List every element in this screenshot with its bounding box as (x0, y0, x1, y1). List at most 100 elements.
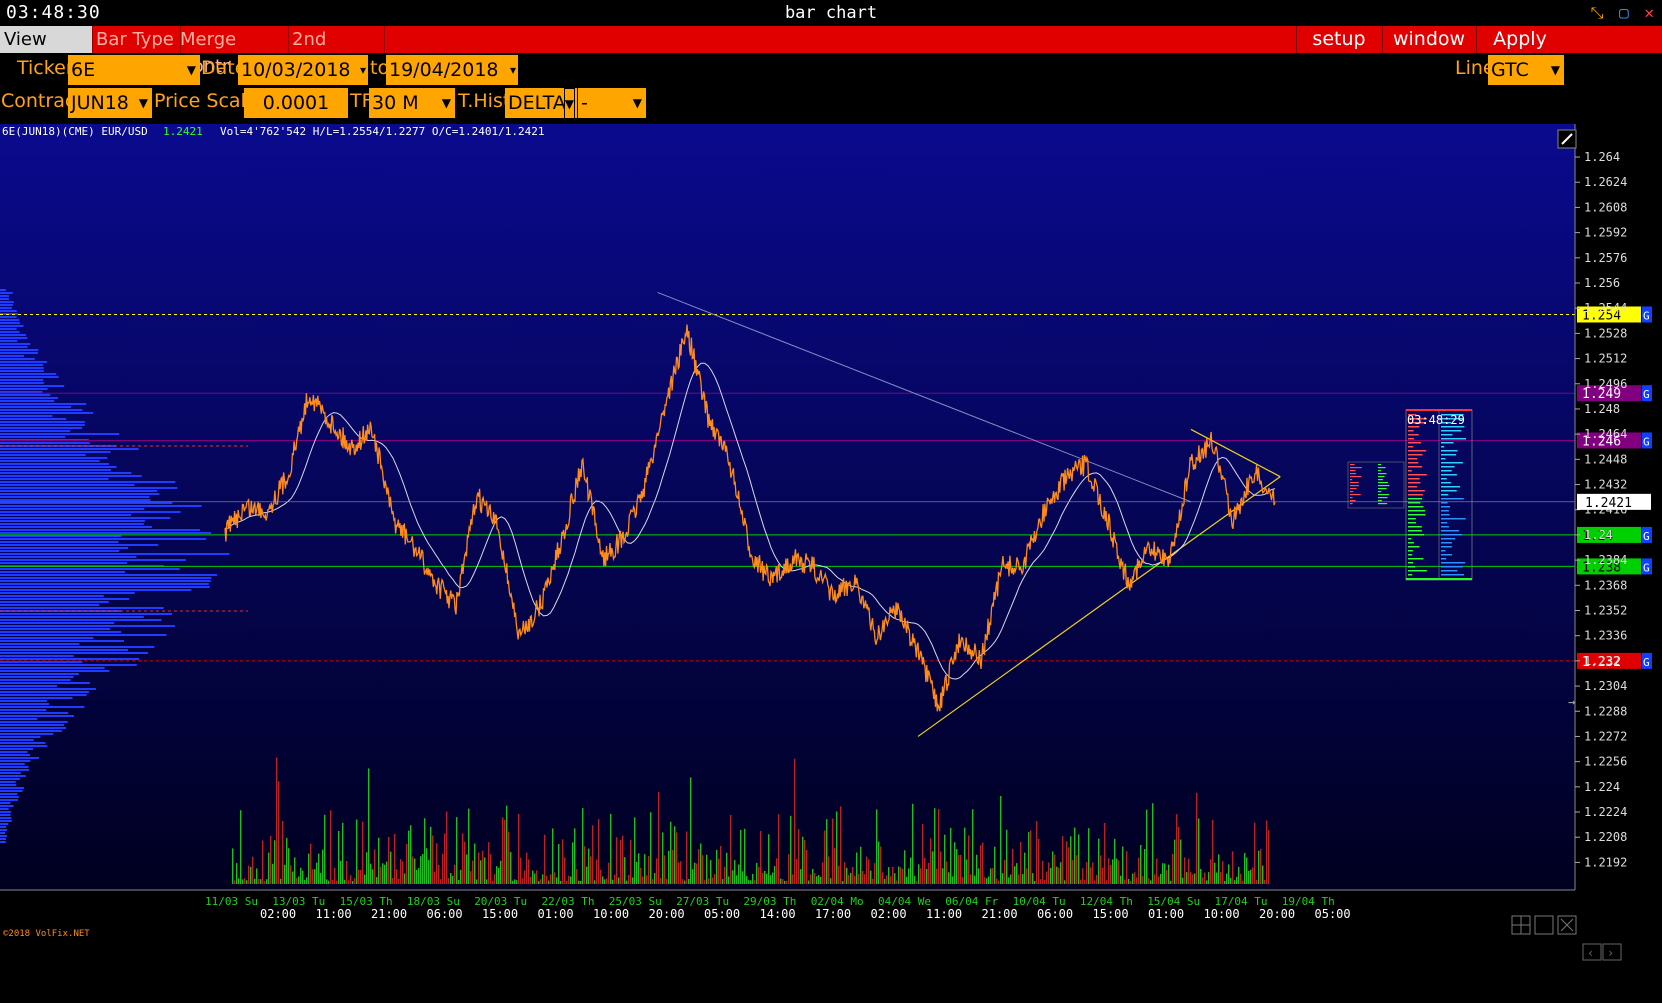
volume-bar (1190, 872, 1192, 884)
tab-merge-contr[interactable]: Merge Contr (176, 26, 289, 77)
y-tick-label: 1.2448 (1584, 452, 1627, 466)
dom-small-bar (1378, 470, 1381, 472)
volume-bar (982, 842, 984, 884)
dom-bar (1408, 466, 1423, 468)
volume-bar (928, 863, 930, 884)
volume-bar (1202, 877, 1204, 884)
profile-bar (0, 547, 129, 549)
volume-bar (1254, 822, 1256, 884)
volume-bar (284, 864, 286, 884)
volume-bar (820, 876, 822, 884)
layout-icons[interactable]: ‹ › → (1511, 695, 1622, 961)
y-tick-label: 1.2576 (1584, 251, 1627, 265)
profile-bar (0, 553, 230, 555)
volume-bar (462, 833, 464, 884)
clock: 03:48:30 (6, 2, 101, 23)
volume-bar (388, 837, 390, 884)
volume-bar (602, 876, 604, 884)
tab-view-dom[interactable]: View DOM (0, 26, 93, 77)
profile-bar (0, 388, 48, 390)
volume-bar (890, 876, 892, 884)
thist-dropdown[interactable]: DELTA ▼ (505, 88, 577, 118)
resize-icon[interactable]: ⤡ (1590, 3, 1604, 22)
volume-bar (936, 868, 938, 884)
price-scale-field[interactable]: 0.0001 (244, 88, 348, 118)
dom-bar (1441, 546, 1452, 548)
tf-dropdown[interactable]: 30 M ▼ (369, 88, 455, 118)
volume-bar (1222, 861, 1224, 884)
volume-bar (796, 859, 798, 884)
volume-bar (324, 814, 326, 884)
contract-dropdown[interactable]: JUN18 ▼ (68, 88, 152, 118)
volume-bar (736, 875, 738, 884)
profile-bar (0, 748, 33, 750)
volume-bar (784, 880, 786, 884)
dom-bar (1441, 426, 1465, 428)
profile-bar (0, 826, 7, 828)
line-dropdown[interactable]: GTC ▼ (1488, 55, 1564, 85)
volume-bar (752, 873, 754, 884)
y-tick-label: 1.264 (1584, 150, 1620, 164)
profile-bar (0, 298, 9, 300)
level-label: 1.232 (1582, 655, 1621, 670)
volume-bar (626, 880, 628, 884)
close-icon[interactable]: ✕ (1644, 3, 1654, 22)
dom-small-bar (1350, 497, 1353, 499)
volume-bar (1250, 869, 1252, 884)
volume-bar (818, 875, 820, 884)
date-to-field[interactable]: 19/04/2018 ▾ (386, 55, 518, 85)
dom-bar (1408, 446, 1414, 448)
volume-bar (770, 875, 772, 884)
volume-bar (768, 834, 770, 884)
volume-bars (232, 757, 1270, 884)
volume-bar (1032, 873, 1034, 884)
volume-bar (806, 850, 808, 884)
dom-bar (1441, 474, 1457, 476)
tab-2nd-chart[interactable]: 2nd Chart (288, 26, 385, 77)
volume-bar (1132, 873, 1134, 884)
volume-bar (386, 861, 388, 884)
extra-dropdown[interactable]: - ▼ (578, 88, 646, 118)
volume-bar (826, 819, 828, 884)
setup-button[interactable]: setup (1296, 26, 1381, 53)
volume-bar (260, 879, 262, 884)
volume-bar (1268, 830, 1270, 884)
dom-bar (1408, 454, 1423, 456)
x-date-label: 02/04 Mo (811, 895, 864, 908)
window-button[interactable]: window (1382, 26, 1475, 53)
copyright: ©2018 VolFix.NET (3, 929, 90, 939)
y-tick-label: 1.2336 (1584, 629, 1627, 643)
volume-bar (852, 867, 854, 884)
volume-bar (974, 875, 976, 884)
volume-bar (978, 868, 980, 884)
volume-bar (1106, 880, 1108, 884)
apply-button[interactable]: Apply (1476, 26, 1563, 53)
y-tick-label: 1.2288 (1584, 704, 1627, 718)
edit-pencil-icon[interactable] (1557, 129, 1577, 149)
x-date-label: 13/03 Tu (272, 895, 325, 908)
volume-bar (1034, 881, 1036, 884)
volume-bar (342, 822, 344, 884)
volume-bar (832, 818, 834, 884)
date-from-field[interactable]: 10/03/2018 ▾ (238, 55, 368, 85)
profile-bar (0, 490, 157, 492)
dom-bar (1408, 478, 1420, 480)
volume-bar (236, 863, 238, 884)
volume-bar (844, 862, 846, 884)
chart-area[interactable]: 1.254 G 1.249 G 1.246 G 1.24 G 1.238 G 1.232 G 1.26… (0, 124, 1662, 999)
volume-bar (612, 879, 614, 884)
dom-bar (1441, 522, 1448, 524)
ticker-dropdown[interactable]: 6E ▼ (68, 55, 200, 85)
trend-line-top (1190, 428, 1281, 478)
volume-bar (964, 827, 966, 884)
tab-bar-type[interactable]: Bar Type (92, 26, 181, 53)
maximize-icon[interactable]: ▢ (1619, 3, 1629, 22)
volume-bar (986, 878, 988, 884)
volume-bar (1242, 880, 1244, 884)
price-chart[interactable]: 1.254 G 1.249 G 1.246 G 1.24 G 1.238 G 1.232 G 1.26… (0, 124, 1662, 999)
volume-bar (328, 880, 330, 884)
profile-bar (0, 754, 30, 756)
volume-bar (608, 862, 610, 884)
volume-bar (370, 863, 372, 884)
volume-bar (878, 841, 880, 884)
